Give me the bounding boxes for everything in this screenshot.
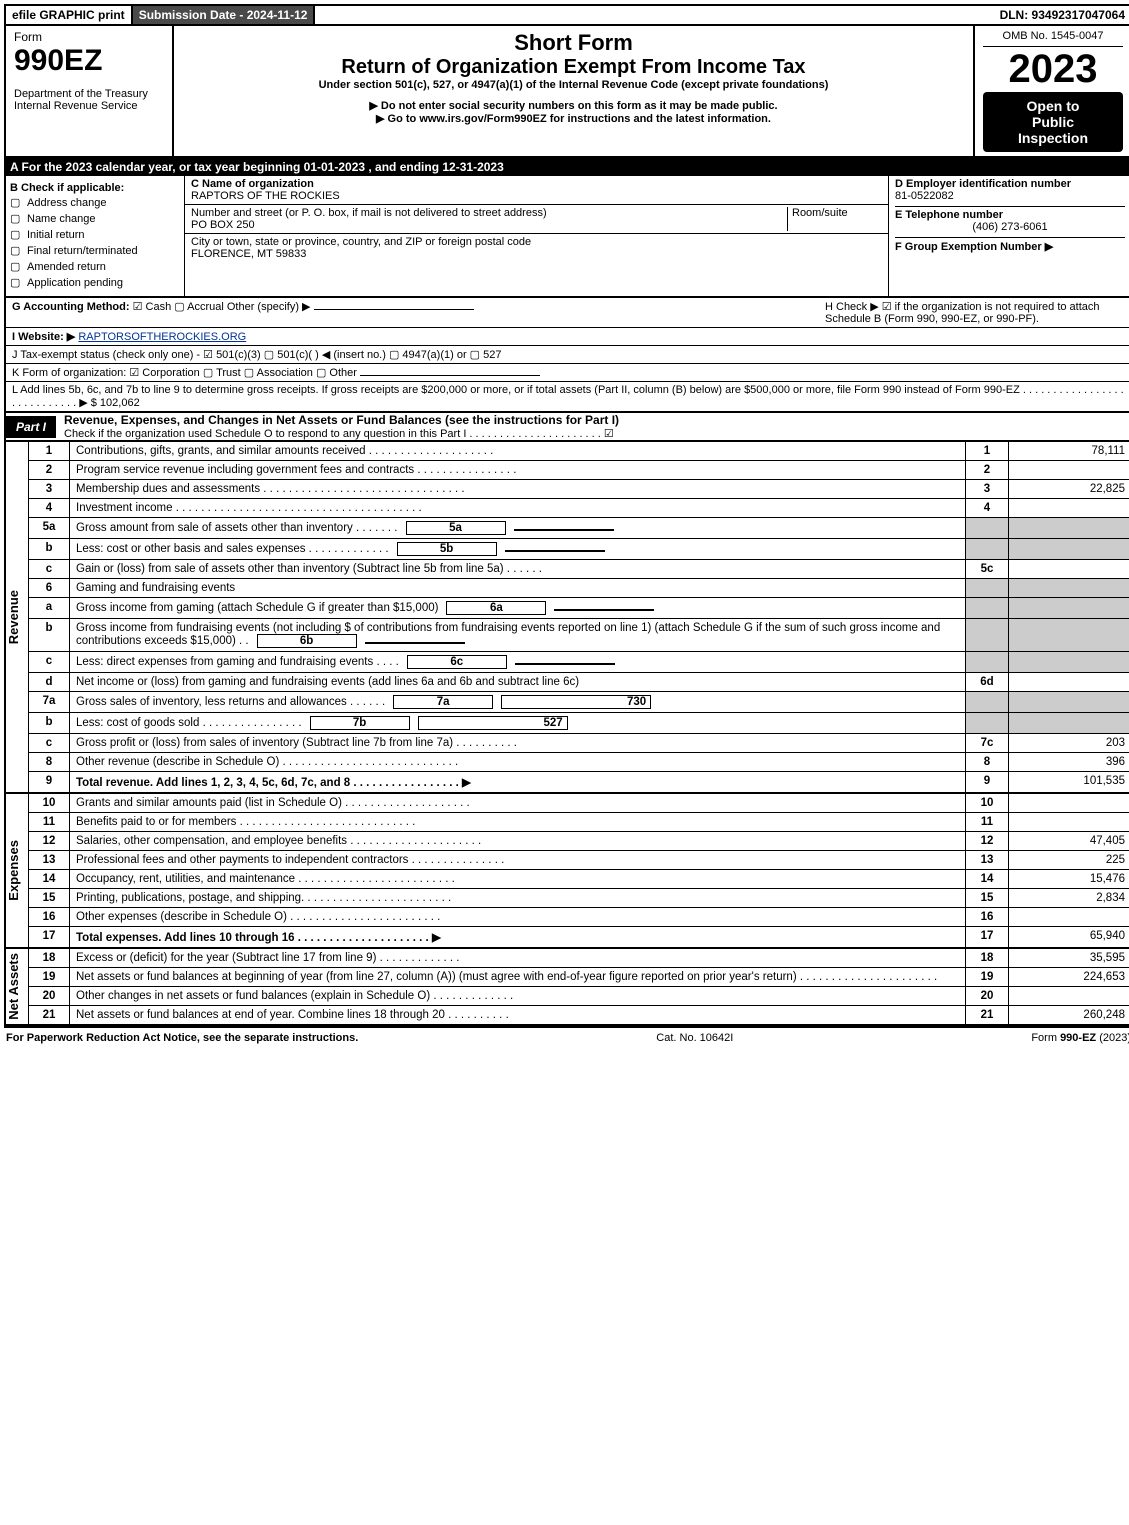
org-address: PO BOX 250	[191, 219, 255, 231]
section-c-name: C Name of organization RAPTORS OF THE RO…	[185, 176, 889, 296]
identification-grid: B Check if applicable: ▢ Address change …	[4, 176, 1129, 298]
net-assets-section: Net Assets 18Excess or (deficit) for the…	[4, 949, 1129, 1026]
e-phone-label: E Telephone number	[895, 206, 1125, 221]
line-11: 11Benefits paid to or for members . . . …	[29, 813, 1129, 832]
org-name: RAPTORS OF THE ROCKIES	[191, 190, 340, 202]
b-header: B Check if applicable:	[10, 182, 180, 194]
part-1-title: Revenue, Expenses, and Changes in Net As…	[56, 413, 1129, 427]
line-2: 2Program service revenue including gover…	[29, 461, 1129, 480]
line-1: 1Contributions, gifts, grants, and simil…	[29, 442, 1129, 461]
row-l-gross-receipts: L Add lines 5b, 6c, and 7b to line 9 to …	[4, 382, 1129, 413]
row-k-form-org: K Form of organization: ☑ Corporation ▢ …	[4, 364, 1129, 382]
omb-number: OMB No. 1545-0047	[983, 30, 1123, 47]
row-j-tax-exempt: J Tax-exempt status (check only one) - ☑…	[4, 346, 1129, 364]
cb-initial-return[interactable]: ▢ Initial return	[10, 228, 180, 242]
cb-application-pending[interactable]: ▢ Application pending	[10, 276, 180, 290]
row-i-website: I Website: ▶ RAPTORSOFTHEROCKIES.ORG	[4, 328, 1129, 346]
efile-label: efile GRAPHIC print	[6, 6, 133, 24]
section-b-checks: B Check if applicable: ▢ Address change …	[6, 176, 185, 296]
revenue-section: Revenue 1Contributions, gifts, grants, a…	[4, 442, 1129, 794]
d-ein-value: 81-0522082	[895, 190, 1125, 202]
footer-right: Form 990-EZ (2023)	[1031, 1032, 1129, 1044]
part-1-header: Part I Revenue, Expenses, and Changes in…	[4, 413, 1129, 442]
g-cash[interactable]: ☑ Cash	[133, 301, 172, 313]
open-to-public: Open to Public Inspection	[983, 92, 1123, 152]
g-label: G Accounting Method:	[12, 301, 130, 313]
expenses-vlabel: Expenses	[6, 840, 28, 901]
line-7a: 7aGross sales of inventory, less returns…	[29, 692, 1129, 713]
line-15: 15Printing, publications, postage, and s…	[29, 889, 1129, 908]
expenses-section: Expenses 10Grants and similar amounts pa…	[4, 794, 1129, 949]
line-6b: bGross income from fundraising events (n…	[29, 619, 1129, 652]
line-5a: 5aGross amount from sale of assets other…	[29, 518, 1129, 539]
line-6d: dNet income or (loss) from gaming and fu…	[29, 673, 1129, 692]
website-link[interactable]: RAPTORSOFTHEROCKIES.ORG	[78, 331, 246, 343]
f-group-label: F Group Exemption Number ▶	[895, 237, 1125, 253]
year-cell: OMB No. 1545-0047 2023 Open to Public In…	[975, 26, 1129, 156]
line-21: 21Net assets or fund balances at end of …	[29, 1006, 1129, 1026]
line-7c: cGross profit or (loss) from sales of in…	[29, 734, 1129, 753]
h-schedule-b: H Check ▶ ☑ if the organization is not r…	[825, 300, 1125, 325]
footer-left: For Paperwork Reduction Act Notice, see …	[6, 1032, 358, 1044]
line-12: 12Salaries, other compensation, and empl…	[29, 832, 1129, 851]
line-20: 20Other changes in net assets or fund ba…	[29, 987, 1129, 1006]
tax-year: 2023	[983, 47, 1123, 92]
cb-final-return[interactable]: ▢ Final return/terminated	[10, 244, 180, 258]
top-bar: efile GRAPHIC print Submission Date - 20…	[4, 4, 1129, 26]
line-17: 17Total expenses. Add lines 10 through 1…	[29, 927, 1129, 949]
short-form-title: Short Form	[182, 30, 965, 56]
org-city: FLORENCE, MT 59833	[191, 248, 306, 260]
line-16: 16Other expenses (describe in Schedule O…	[29, 908, 1129, 927]
footer-cat: Cat. No. 10642I	[656, 1032, 733, 1044]
row-g-h: G Accounting Method: ☑ Cash ▢ Accrual Ot…	[4, 298, 1129, 328]
line-6: 6Gaming and fundraising events	[29, 579, 1129, 598]
c-label: C Name of organization	[191, 178, 314, 190]
part-1-check: Check if the organization used Schedule …	[56, 427, 1129, 440]
form-number: 990EZ	[14, 44, 164, 78]
g-other[interactable]: Other (specify) ▶	[227, 301, 311, 313]
part-1-badge: Part I	[6, 416, 56, 438]
form-word: Form	[14, 30, 164, 44]
line-6c: cLess: direct expenses from gaming and f…	[29, 652, 1129, 673]
line-19: 19Net assets or fund balances at beginni…	[29, 968, 1129, 987]
city-label: City or town, state or province, country…	[191, 236, 531, 248]
dept-irs: Internal Revenue Service	[14, 100, 164, 112]
ssn-warning: ▶ Do not enter social security numbers o…	[182, 99, 965, 112]
line-4: 4Investment income . . . . . . . . . . .…	[29, 499, 1129, 518]
revenue-vlabel: Revenue	[6, 590, 28, 644]
page-footer: For Paperwork Reduction Act Notice, see …	[4, 1026, 1129, 1048]
cb-name-change[interactable]: ▢ Name change	[10, 212, 180, 226]
line-9: 9Total revenue. Add lines 1, 2, 3, 4, 5c…	[29, 772, 1129, 794]
line-18: 18Excess or (deficit) for the year (Subt…	[29, 949, 1129, 968]
line-5c: cGain or (loss) from sale of assets othe…	[29, 560, 1129, 579]
line-10: 10Grants and similar amounts paid (list …	[29, 794, 1129, 813]
section-a-period: A For the 2023 calendar year, or tax yea…	[4, 158, 1129, 176]
line-13: 13Professional fees and other payments t…	[29, 851, 1129, 870]
title-block: Short Form Return of Organization Exempt…	[174, 26, 975, 156]
net-assets-vlabel: Net Assets	[6, 953, 28, 1020]
line-6a: aGross income from gaming (attach Schedu…	[29, 598, 1129, 619]
goto-link[interactable]: ▶ Go to www.irs.gov/Form990EZ for instru…	[182, 112, 965, 125]
subtitle: Under section 501(c), 527, or 4947(a)(1)…	[182, 79, 965, 91]
line-7b: bLess: cost of goods sold . . . . . . . …	[29, 713, 1129, 734]
line-8: 8Other revenue (describe in Schedule O) …	[29, 753, 1129, 772]
line-5b: bLess: cost or other basis and sales exp…	[29, 539, 1129, 560]
i-label: I Website: ▶	[12, 331, 75, 343]
addr-label: Number and street (or P. O. box, if mail…	[191, 207, 547, 219]
line-3: 3Membership dues and assessments . . . .…	[29, 480, 1129, 499]
line-14: 14Occupancy, rent, utilities, and mainte…	[29, 870, 1129, 889]
main-title: Return of Organization Exempt From Incom…	[182, 56, 965, 79]
cb-amended-return[interactable]: ▢ Amended return	[10, 260, 180, 274]
dln: DLN: 93492317047064	[994, 6, 1129, 24]
form-id-cell: Form 990EZ Department of the Treasury In…	[6, 26, 174, 156]
g-accrual[interactable]: ▢ Accrual	[174, 301, 224, 313]
e-phone-value: (406) 273-6061	[895, 221, 1125, 233]
dept-treasury: Department of the Treasury	[14, 88, 164, 100]
submission-date: Submission Date - 2024-11-12	[133, 6, 316, 24]
room-suite-label: Room/suite	[787, 207, 882, 231]
right-info-col: D Employer identification number 81-0522…	[889, 176, 1129, 296]
cb-address-change[interactable]: ▢ Address change	[10, 196, 180, 210]
d-ein-label: D Employer identification number	[895, 178, 1125, 190]
form-header: Form 990EZ Department of the Treasury In…	[4, 26, 1129, 158]
